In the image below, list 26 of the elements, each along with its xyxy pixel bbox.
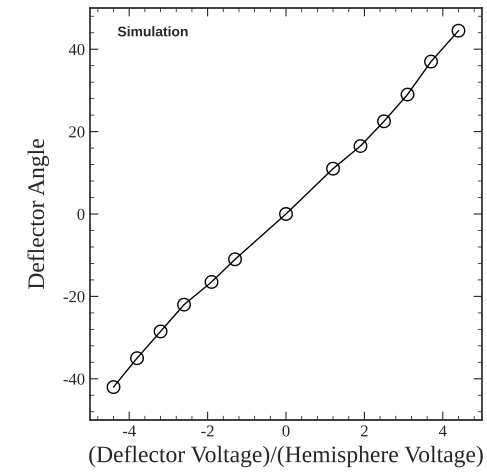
point xyxy=(130,351,144,366)
point xyxy=(177,298,192,312)
x-tick-label: -4 xyxy=(122,425,136,436)
x-tick-label: -2 xyxy=(201,425,214,436)
x-tick-label: 2 xyxy=(360,425,368,436)
point xyxy=(424,54,438,69)
point xyxy=(452,24,466,38)
point xyxy=(354,139,368,153)
y-tick-label: -20 xyxy=(64,291,85,302)
x-tick-label: 4 xyxy=(438,425,447,436)
point xyxy=(400,88,414,102)
y-tick-label: 40 xyxy=(68,44,85,56)
x-axis-title: (Deflector Voltage)/(Hemisphere Voltage) xyxy=(89,446,483,468)
point xyxy=(326,162,340,176)
y-tick-label: 20 xyxy=(69,126,85,138)
y-tick-label: -40 xyxy=(64,374,85,385)
point xyxy=(228,252,242,266)
annotation: Simulation xyxy=(118,26,188,36)
point xyxy=(204,275,218,289)
point xyxy=(106,380,120,394)
y-axis-title: Deflector Angle xyxy=(27,139,50,290)
y-tick-label: 0 xyxy=(77,208,85,220)
point xyxy=(377,114,391,128)
point xyxy=(279,207,293,221)
x-tick-label: 0 xyxy=(282,425,290,437)
point xyxy=(154,324,168,338)
